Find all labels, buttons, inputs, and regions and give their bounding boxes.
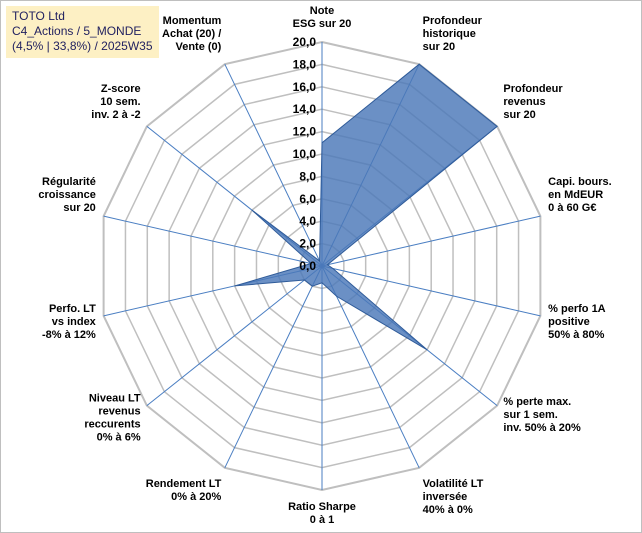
axis-label: Niveau LT revenus reccurents 0% à 6% <box>84 393 141 444</box>
axis-label-line: revenus <box>98 406 140 418</box>
tick-label: 2,0 <box>299 237 316 251</box>
axis-label-line: inv. 50% à 20% <box>503 422 581 434</box>
axis-label-line: 0% à 20% <box>171 491 221 503</box>
axis-label-line: sur 20 <box>423 41 455 53</box>
axis-label-line: en MdEUR <box>548 189 603 201</box>
axis-spoke <box>224 63 323 267</box>
axis-label: Momentum Achat (20) / Vente (0) <box>162 15 222 53</box>
axis-label-line: ESG sur 20 <box>293 18 352 30</box>
tick-label: 8,0 <box>299 169 316 183</box>
axis-spoke <box>146 265 323 407</box>
axis-label-line: 0% à 6% <box>97 432 141 444</box>
axis-label: Perfo. LT vs index -8% à 12% <box>42 303 97 341</box>
axis-label: Profondeur historique sur 20 <box>423 15 483 53</box>
data-series-area <box>234 63 498 351</box>
tick-label: 4,0 <box>299 214 316 228</box>
axis-label-line: Rendement LT <box>146 478 222 490</box>
axis-label-line: Achat (20) / <box>162 28 221 40</box>
axis-label-line: 0 à 1 <box>310 514 334 526</box>
axis-label-line: Régularité <box>42 176 96 188</box>
axis-label-line: 10 sem. <box>100 96 140 108</box>
tick-label: 16,0 <box>293 80 317 94</box>
axis-label-line: % perte max. <box>503 396 571 408</box>
axis-label: Ratio Sharpe 0 à 1 <box>288 501 356 526</box>
axis-label-line: -8% à 12% <box>42 329 96 341</box>
axis-label-line: Vente (0) <box>175 41 221 53</box>
axis-label-line: croissance <box>38 189 95 201</box>
axis-label-line: % perfo 1A <box>548 303 606 315</box>
tick-label: 20,0 <box>293 35 317 49</box>
axis-label: Rendement LT 0% à 20% <box>146 478 222 503</box>
axis-label-line: Perfo. LT <box>49 303 96 315</box>
axis-label-line: Profondeur <box>423 15 483 27</box>
axis-label-line: Momentum <box>163 15 222 27</box>
title-line-2: C4_Actions / 5_MONDE <box>12 24 142 38</box>
axis-label-line: 50% à 80% <box>548 329 604 341</box>
axis-label: Capi. bours. en MdEUR 0 à 60 G€ <box>548 176 612 214</box>
axis-label: Profondeur revenus sur 20 <box>503 83 563 121</box>
axis-spoke <box>224 265 323 469</box>
axis-label-line: reccurents <box>84 419 140 431</box>
axis-label: % perfo 1A positive 50% à 80% <box>548 303 606 341</box>
axis-label-line: positive <box>548 316 590 328</box>
axis-label-line: Volatilité LT <box>423 478 484 490</box>
axis-label-line: Z-score <box>101 83 141 95</box>
axis-label-line: sur 1 sem. <box>503 409 557 421</box>
axis-label-line: Note <box>310 5 334 17</box>
axis-label-line: revenus <box>503 96 545 108</box>
title-box: TOTO Ltd C4_Actions / 5_MONDE (4,5% | 33… <box>6 6 159 58</box>
axis-label: Régularité croissance sur 20 <box>38 176 95 214</box>
axis-label: Volatilité LT inversée 40% à 0% <box>423 478 484 516</box>
axis-spoke <box>321 265 420 469</box>
title-line-1: TOTO Ltd <box>12 9 65 23</box>
axis-spoke <box>321 215 541 267</box>
axis-label-line: Niveau LT <box>89 393 141 405</box>
axis-label-line: sur 20 <box>63 202 95 214</box>
axis-label-line: vs index <box>52 316 97 328</box>
axis-label: % perte max. sur 1 sem. inv. 50% à 20% <box>503 396 581 434</box>
axis-label-line: sur 20 <box>503 109 535 121</box>
tick-label: 0,0 <box>299 259 316 273</box>
axis-label-line: Ratio Sharpe <box>288 501 356 513</box>
axis-label: Z-score 10 sem. inv. 2 à -2 <box>91 83 140 121</box>
tick-label: 12,0 <box>293 125 317 139</box>
axis-label-line: historique <box>423 28 476 40</box>
axis-label-line: inv. 2 à -2 <box>91 109 140 121</box>
tick-label: 18,0 <box>293 57 317 71</box>
tick-label: 14,0 <box>293 102 317 116</box>
tick-label: 6,0 <box>299 192 316 206</box>
title-line-3: (4,5% | 33,8%) / 2025W35 <box>12 39 153 53</box>
axis-spoke <box>103 215 323 267</box>
axis-label-line: inversée <box>423 491 468 503</box>
tick-label: 10,0 <box>293 147 317 161</box>
axis-spoke <box>321 265 541 317</box>
axis-label-line: Profondeur <box>503 83 563 95</box>
axis-label-line: 0 à 60 G€ <box>548 202 596 214</box>
axis-label: Note ESG sur 20 <box>293 5 352 30</box>
axis-label-line: Capi. bours. <box>548 176 612 188</box>
axis-label-line: 40% à 0% <box>423 504 473 516</box>
